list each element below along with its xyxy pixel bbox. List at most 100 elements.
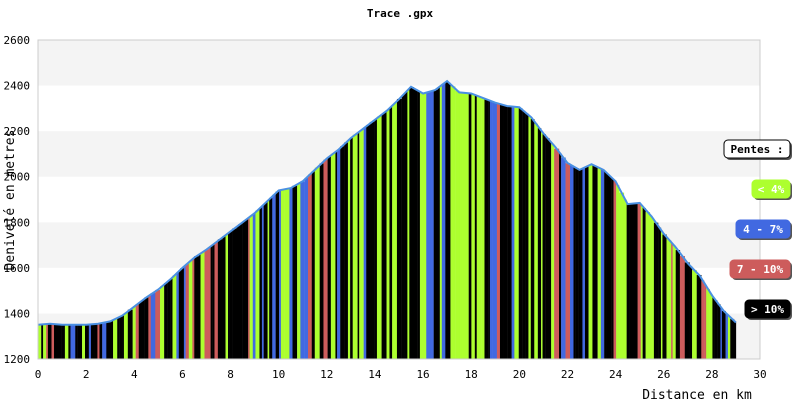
slope-bar [725, 313, 729, 359]
slope-bar [88, 324, 92, 359]
slope-bar [489, 101, 493, 360]
slope-bar [717, 304, 721, 359]
slope-bar [530, 119, 535, 359]
slope-bar [314, 167, 320, 359]
slope-bar [183, 265, 186, 359]
slope-bar [210, 245, 213, 359]
legend-item [744, 299, 791, 319]
slope-bar [720, 307, 723, 359]
slope-bar [103, 322, 107, 359]
slope-bar [194, 256, 200, 359]
slope-bar [534, 123, 539, 360]
slope-bar [109, 320, 114, 359]
slope-bar [626, 204, 630, 359]
slope-bar [350, 137, 353, 359]
slope-bar [127, 309, 133, 359]
slope-bar [178, 270, 181, 359]
slope-bar [102, 322, 105, 359]
slope-bar [352, 134, 358, 359]
slope-bar [155, 289, 161, 359]
slope-bar [119, 316, 123, 359]
slope-bar [249, 215, 253, 359]
slope-bar [167, 280, 171, 359]
slope-bar [445, 81, 449, 359]
slope-bar [537, 128, 542, 359]
legend-item [751, 179, 791, 199]
slope-bar [541, 131, 543, 359]
slope-bar [439, 85, 442, 359]
slope-bar [593, 165, 597, 359]
slope-bar [374, 119, 378, 359]
slope-bar [423, 92, 427, 359]
slope-bar [525, 113, 529, 359]
y-tick-label: 1600 [4, 262, 31, 275]
slope-bar [123, 312, 129, 359]
slope-bar [588, 164, 593, 359]
slope-bar [481, 97, 485, 359]
slope-bar [679, 256, 685, 359]
slope-bar [696, 274, 702, 359]
slope-bar [645, 212, 651, 359]
slope-bar [640, 205, 643, 359]
slope-bar [554, 148, 560, 359]
slope-bar [292, 185, 298, 359]
slope-bar [488, 100, 491, 360]
x-tick-label: 6 [179, 368, 186, 381]
x-tick-label: 4 [131, 368, 138, 381]
slope-bar [721, 310, 726, 359]
slope-bar [417, 90, 421, 359]
slope-bar [46, 323, 49, 359]
slope-bar [263, 203, 266, 359]
slope-bar [672, 245, 676, 359]
slope-bar [611, 178, 614, 359]
slope-bar [85, 324, 90, 359]
slope-bar [252, 213, 256, 359]
slope-bar [135, 304, 139, 359]
slope-bar [212, 244, 215, 359]
x-tick-label: 22 [561, 368, 574, 381]
slope-bar [289, 187, 293, 359]
x-tick-label: 8 [227, 368, 234, 381]
slope-bar [77, 324, 83, 359]
slope-bar [712, 297, 715, 359]
legend-title-label: Pentes : [731, 143, 784, 156]
y-tick-label: 2400 [4, 80, 31, 93]
slope-bar [319, 163, 324, 359]
slope-legend: Pentes : < 4% 4 - 7% 7 - 10% > 10% [723, 139, 792, 320]
slope-bar [660, 230, 663, 359]
slope-bar [597, 167, 602, 359]
slope-bar [308, 174, 312, 359]
slope-bar [176, 272, 180, 359]
slope-bar [455, 90, 460, 360]
slope-bar [150, 293, 156, 359]
slope-bar [265, 201, 268, 359]
slope-bar [272, 194, 276, 359]
slope-bar [733, 321, 737, 359]
slope-bar [335, 151, 338, 359]
slope-bar [217, 239, 223, 359]
slope-bar [138, 302, 143, 359]
slope-bar [229, 231, 233, 359]
slope-bar [198, 254, 201, 359]
y-axis-ticks: 1200 1400 1600 1800 2000 2200 2400 2600 [4, 34, 31, 366]
slope-bar [255, 210, 260, 359]
slope-bar [57, 324, 62, 359]
slope-bar [578, 169, 583, 359]
slope-bar [573, 166, 576, 359]
slope-bar [363, 127, 367, 359]
slope-bar [401, 95, 405, 360]
x-tick-label: 0 [35, 368, 42, 381]
slope-bar [242, 221, 246, 359]
slope-bar [522, 110, 526, 359]
slope-bar [492, 102, 498, 360]
slope-bar [122, 315, 125, 359]
slope-bar [528, 115, 531, 359]
legend-title [723, 139, 791, 159]
slope-bar [629, 203, 635, 359]
slope-bar [208, 247, 211, 359]
slope-bar [438, 87, 441, 359]
slope-bar [675, 250, 681, 359]
slope-bar [200, 252, 205, 359]
slope-bar [565, 163, 571, 359]
slope-bar [637, 202, 641, 359]
